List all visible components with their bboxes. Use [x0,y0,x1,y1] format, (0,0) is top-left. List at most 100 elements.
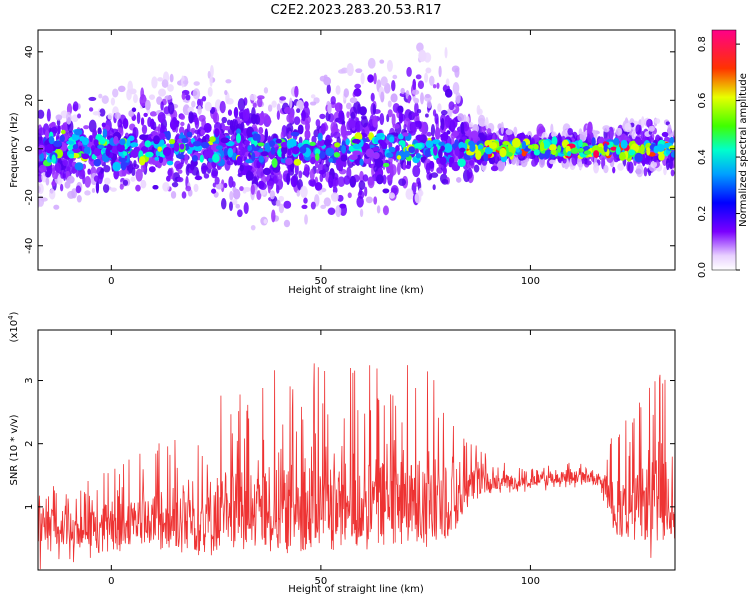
spectral-core-blob [668,145,675,151]
spectral-blob [410,121,416,132]
spectral-blob [225,92,230,105]
spectral-core-blob [628,149,636,156]
spectral-core-blob [477,144,484,150]
spectral-core-blob [122,151,128,156]
spectral-blob [283,106,291,114]
spectral-blob [424,72,429,83]
spectral-core-blob [415,134,424,141]
spectral-blob [335,205,342,218]
spectral-blob [276,110,280,120]
spectral-blob [46,108,51,122]
y-tick-label: 3 [24,377,35,383]
spectral-blob [289,97,293,109]
spectral-core-blob [154,156,160,161]
spectral-blob [518,132,526,139]
spectral-blob [359,208,364,218]
spectral-core-blob [385,152,394,158]
spectral-core-blob [112,161,121,172]
spectral-blob [411,89,420,95]
spectral-core-blob [74,128,83,136]
spectral-blob [170,191,177,199]
spectral-blob [199,98,203,108]
spectral-blob [452,81,460,95]
spectral-blob [551,131,557,138]
spectral-core-blob [168,138,176,145]
spectral-core-blob [203,149,209,160]
spectral-blob [466,167,473,179]
spectral-blob [83,125,90,130]
spectral-blob [300,185,308,198]
snr-frame [37,329,676,571]
spectral-core-blob [191,155,198,162]
spectral-blob [150,118,155,130]
spectral-core-blob [317,132,323,142]
spectral-blob [179,126,185,135]
spectral-core-blob [583,150,592,155]
spectral-blob [211,188,217,194]
spectral-blob [92,111,101,116]
snr-ylabel: SNR (10 * v/v) [9,414,20,485]
spectral-blob [407,95,411,104]
spectral-blob [38,183,44,195]
colorbar-tick-label: 0.2 [697,206,708,222]
spectral-blob [257,180,265,190]
spectral-blob [672,129,675,137]
spectral-blob [191,100,196,108]
spectral-blob [38,127,46,136]
spectral-blob [130,176,136,182]
spectral-blob [330,96,336,105]
spectral-blob [258,126,264,135]
spectral-blob [426,131,432,137]
spectral-core-blob [653,145,659,154]
spectral-blob [327,207,336,215]
spectral-blob [168,102,175,115]
spectral-core-blob [359,158,364,166]
spectral-blob [444,88,453,98]
spectral-blob [114,112,121,120]
y-tick-label: 20 [24,94,35,107]
spectral-blob [75,185,82,194]
spectral-blob [104,177,111,185]
spectral-blob [55,114,63,121]
spectral-blob [403,123,407,130]
spectral-blob [416,114,420,122]
spectral-core-blob [193,144,203,152]
spectral-blob [646,118,653,128]
spectral-core-blob [130,142,139,148]
spectral-blob [66,175,75,184]
spectral-core-blob [499,147,507,158]
spectral-blob [237,98,246,111]
spectral-blob [100,167,104,174]
spectral-blob [415,74,422,80]
spectral-blob [71,114,79,123]
spectral-blob [412,78,416,91]
spectral-blob [425,67,432,74]
spectral-blob [669,156,673,170]
spectral-blob [402,161,407,171]
spectral-blob [386,174,393,181]
spectral-blob [320,123,326,135]
spectral-blob [448,101,455,111]
spectral-core-blob [212,153,220,163]
spectral-core-blob [72,144,79,150]
spectral-blob [288,112,295,124]
spectral-core-blob [451,143,458,149]
spectral-core-blob [351,138,361,144]
spectral-blob [323,197,331,207]
spectral-blob [303,166,309,177]
spectral-core-blob [578,147,584,153]
spectral-core-blob [618,151,626,161]
spectral-core-blob [484,146,493,155]
spectral-core-blob [200,129,206,136]
spectral-core-blob [570,147,579,154]
spectral-blob [97,171,103,185]
spectral-core-blob [333,151,341,158]
spectral-blob [635,164,644,178]
spectral-blob [485,116,489,130]
spectral-blob [562,157,567,164]
spectral-blob [414,192,422,204]
spectral-blob [71,188,77,199]
spectral-core-blob [372,152,380,160]
spectral-blob [389,192,396,199]
spectral-blob [188,111,194,124]
